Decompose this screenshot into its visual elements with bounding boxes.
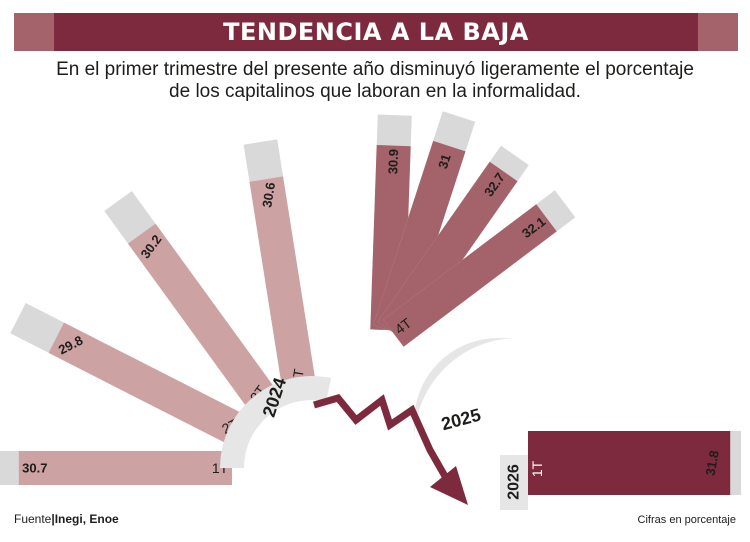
- trend-arrow-head: [430, 466, 468, 505]
- value-label-2024-4T: 30.6: [259, 181, 278, 208]
- source-separator: |: [51, 512, 55, 526]
- value-label-2025-1T: 30.9: [385, 149, 401, 175]
- trend-arrow-line: [313, 393, 450, 480]
- bar-2026-1T: [528, 431, 731, 495]
- value-label-2024-1T: 30.7: [22, 461, 47, 476]
- source-value: Inegi, Enoe: [54, 512, 119, 526]
- bar-2024-1T: [18, 451, 232, 485]
- year-label-2025: 2025: [439, 405, 483, 435]
- bar-2025-2T: [373, 140, 466, 336]
- subtitle-line-1: En el primer trimestre del presente año …: [56, 59, 694, 80]
- bar-2025-3T: [377, 161, 518, 342]
- source-note: Fuente|Inegi, Enoe: [14, 512, 119, 526]
- source-label: Fuente: [14, 512, 52, 526]
- quarter-label-2026-1T: 1T: [529, 460, 545, 477]
- units-note: Cifras en porcentaje: [637, 514, 736, 526]
- bar-2024-2T: [48, 322, 249, 447]
- title-right-accent: [698, 13, 738, 51]
- bar-2024-4T: [249, 176, 317, 392]
- title-left-accent: [14, 13, 54, 51]
- value-label-2025-2T: 31: [435, 152, 454, 170]
- year-hub-2026: [500, 455, 528, 510]
- year-label-2026: 2026: [506, 464, 523, 500]
- value-label-2026-1T: 31.8: [703, 449, 722, 477]
- year-hub-2024: [220, 376, 332, 468]
- chart-subtitle: En el primer trimestre del presente año …: [20, 59, 730, 103]
- bar-2024-3T: [128, 223, 279, 414]
- title-bar: TENDENCIA A LA BAJA: [14, 13, 738, 51]
- subtitle-line-2: de los capitalinos que laboran en la inf…: [169, 81, 581, 102]
- year-hub-2025: [414, 338, 518, 442]
- bar-2025-4T: [383, 204, 557, 347]
- chart-title: TENDENCIA A LA BAJA: [54, 13, 698, 51]
